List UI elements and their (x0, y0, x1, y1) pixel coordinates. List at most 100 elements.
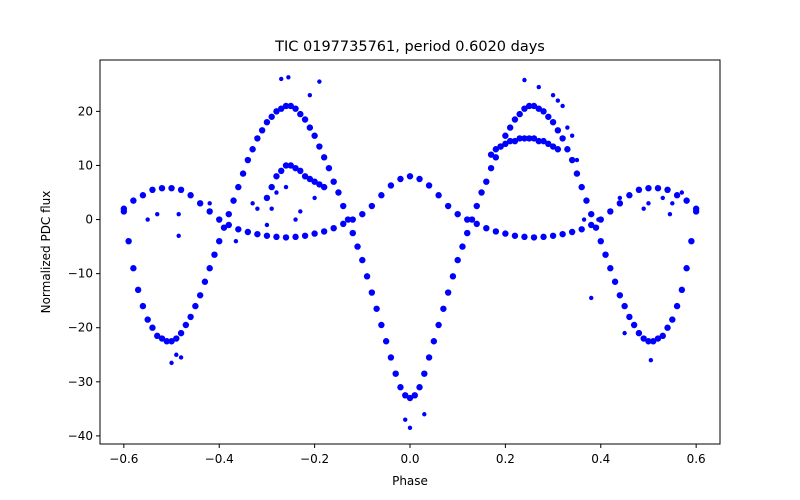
data-point (349, 229, 356, 237)
data-point (549, 143, 557, 150)
data-point (392, 370, 399, 377)
data-point (306, 124, 314, 131)
data-point (425, 354, 433, 361)
data-point (244, 156, 252, 164)
data-point (602, 251, 609, 258)
x-tick-label: −0.6 (109, 452, 138, 466)
data-point (287, 162, 294, 169)
data-point (233, 238, 239, 244)
data-point (282, 234, 290, 241)
data-point (286, 75, 291, 80)
data-point (521, 105, 528, 112)
x-tick-label: 0.6 (687, 452, 706, 466)
data-point (483, 225, 490, 232)
data-point (492, 146, 500, 153)
data-point (560, 103, 565, 109)
data-point (607, 265, 614, 272)
data-point (263, 232, 271, 239)
data-point (145, 217, 150, 222)
data-point (667, 211, 673, 217)
data-point (588, 221, 595, 229)
data-point (340, 202, 347, 210)
data-points (120, 75, 700, 430)
data-point (403, 417, 408, 422)
data-point (616, 200, 624, 207)
data-point (378, 192, 385, 199)
data-point (411, 392, 418, 399)
data-point (626, 313, 633, 321)
data-point (320, 183, 328, 191)
data-point (273, 173, 280, 180)
data-point (349, 216, 356, 223)
data-point (168, 338, 175, 345)
data-point (273, 233, 280, 241)
data-point (540, 108, 547, 115)
data-point (416, 175, 423, 183)
data-point (554, 127, 562, 134)
y-tick-label: −10 (68, 267, 93, 281)
data-point (597, 237, 604, 245)
data-point (483, 178, 490, 185)
data-point (468, 216, 476, 223)
data-point (521, 135, 528, 142)
data-point (565, 125, 570, 130)
data-point (139, 192, 147, 199)
data-point (564, 146, 571, 153)
data-point (568, 228, 576, 236)
data-point (664, 186, 671, 193)
data-point (250, 201, 255, 206)
data-point (406, 173, 414, 180)
data-point (678, 286, 686, 294)
data-point (540, 137, 547, 145)
data-point (535, 105, 542, 112)
data-point (382, 338, 390, 345)
data-point (487, 164, 495, 172)
data-point (440, 305, 447, 312)
data-point (506, 124, 514, 131)
data-point (574, 157, 580, 163)
data-point (254, 135, 261, 142)
data-point (149, 324, 156, 331)
data-point (235, 183, 242, 191)
data-point (549, 119, 557, 126)
x-tick-label: 0.2 (496, 452, 515, 466)
data-point (511, 137, 519, 145)
data-point (549, 232, 557, 239)
data-point (320, 228, 328, 235)
data-point (617, 195, 623, 201)
data-point (307, 92, 313, 98)
data-point (158, 184, 166, 192)
data-point (139, 302, 147, 310)
data-point (312, 195, 317, 201)
data-point (154, 332, 161, 340)
data-point (683, 265, 690, 272)
data-point (526, 135, 533, 142)
data-point (220, 224, 228, 231)
data-point (301, 232, 309, 239)
data-point (311, 178, 318, 185)
data-point (630, 321, 638, 329)
data-point (344, 216, 352, 223)
data-point (492, 154, 500, 161)
data-point (416, 384, 423, 391)
data-point (187, 192, 194, 199)
data-point (511, 232, 519, 239)
data-point (645, 338, 652, 345)
data-point (648, 357, 654, 363)
data-point (192, 302, 199, 310)
data-point (641, 206, 646, 211)
data-point (559, 230, 566, 238)
data-point (368, 289, 376, 296)
data-point (316, 143, 323, 150)
data-point (650, 338, 657, 345)
data-point (659, 332, 666, 340)
data-point (263, 119, 271, 126)
data-point (225, 210, 232, 218)
data-point (635, 186, 643, 193)
data-point (683, 197, 690, 204)
data-point (325, 164, 333, 172)
y-tick-label: −40 (68, 429, 93, 443)
data-point (559, 135, 566, 142)
data-point (173, 335, 180, 342)
